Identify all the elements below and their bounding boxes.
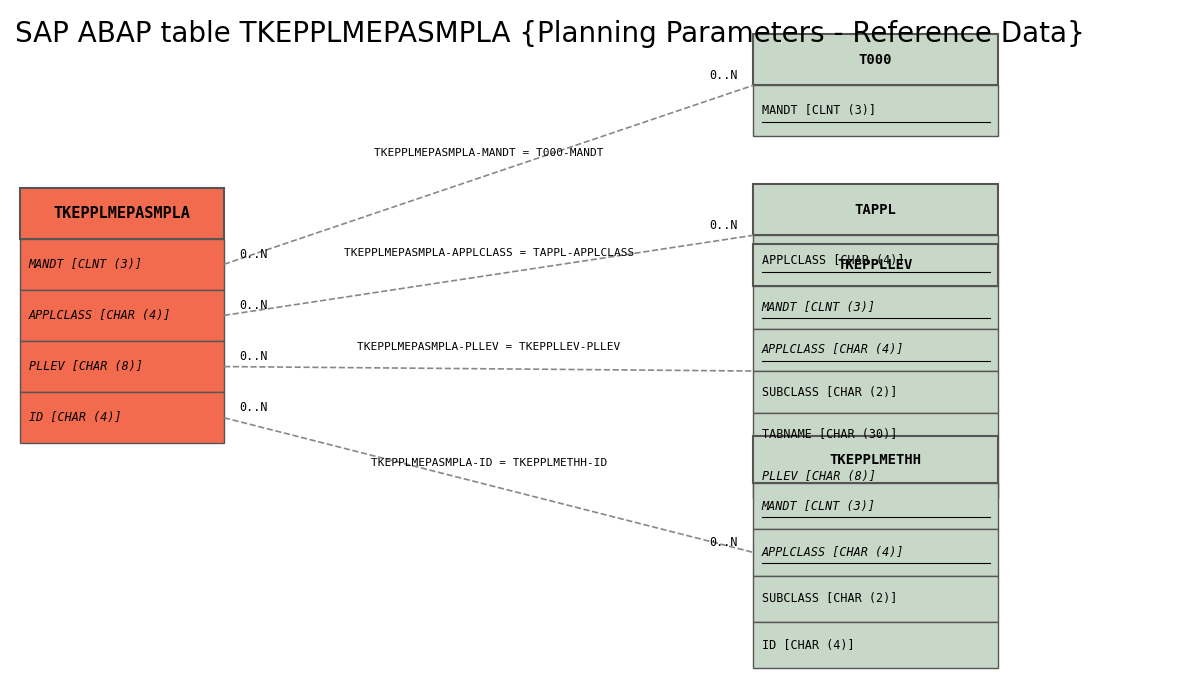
FancyBboxPatch shape (753, 85, 998, 136)
FancyBboxPatch shape (753, 286, 998, 329)
Text: 0..N: 0..N (239, 350, 268, 363)
Text: TKEPPLMEPASMPLA-PLLEV = TKEPPLLEV-PLLEV: TKEPPLMEPASMPLA-PLLEV = TKEPPLLEV-PLLEV (358, 342, 620, 352)
Text: 0..N: 0..N (239, 299, 268, 312)
Text: ID [CHAR (4)]: ID [CHAR (4)] (28, 411, 121, 424)
FancyBboxPatch shape (20, 341, 224, 392)
Text: TKEPPLMEPASMPLA: TKEPPLMEPASMPLA (53, 206, 191, 220)
FancyBboxPatch shape (753, 329, 998, 371)
Text: TKEPPLMETHH: TKEPPLMETHH (830, 453, 921, 466)
Text: 0..N: 0..N (709, 536, 738, 549)
Text: MANDT [CLNT (3)]: MANDT [CLNT (3)] (28, 258, 142, 271)
Text: SAP ABAP table TKEPPLMEPASMPLA {Planning Parameters - Reference Data}: SAP ABAP table TKEPPLMEPASMPLA {Planning… (15, 20, 1085, 48)
Text: APPLCLASS [CHAR (4)]: APPLCLASS [CHAR (4)] (761, 546, 905, 559)
Text: SUBCLASS [CHAR (2)]: SUBCLASS [CHAR (2)] (761, 592, 897, 606)
FancyBboxPatch shape (753, 436, 998, 483)
Text: APPLCLASS [CHAR (4)]: APPLCLASS [CHAR (4)] (761, 254, 905, 267)
Text: TKEPPLMEPASMPLA-MANDT = T000-MANDT: TKEPPLMEPASMPLA-MANDT = T000-MANDT (374, 148, 604, 158)
Text: SUBCLASS [CHAR (2)]: SUBCLASS [CHAR (2)] (761, 385, 897, 399)
Text: 0..N: 0..N (709, 219, 738, 232)
Text: APPLCLASS [CHAR (4)]: APPLCLASS [CHAR (4)] (761, 343, 905, 357)
FancyBboxPatch shape (753, 235, 998, 286)
Text: TABNAME [CHAR (30)]: TABNAME [CHAR (30)] (761, 428, 897, 441)
FancyBboxPatch shape (753, 34, 998, 85)
Text: 0..N: 0..N (709, 69, 738, 82)
Text: 0..N: 0..N (239, 248, 268, 261)
FancyBboxPatch shape (753, 622, 998, 668)
Text: TKEPPLLEV: TKEPPLLEV (838, 258, 913, 272)
Text: APPLCLASS [CHAR (4)]: APPLCLASS [CHAR (4)] (28, 309, 170, 322)
Text: TKEPPLMEPASMPLA-ID = TKEPPLMETHH-ID: TKEPPLMEPASMPLA-ID = TKEPPLMETHH-ID (371, 458, 607, 468)
Text: MANDT [CLNT (3)]: MANDT [CLNT (3)] (761, 104, 875, 117)
Text: TAPPL: TAPPL (855, 203, 896, 217)
Text: T000: T000 (858, 53, 893, 67)
Text: TKEPPLMEPASMPLA-APPLCLASS = TAPPL-APPLCLASS: TKEPPLMEPASMPLA-APPLCLASS = TAPPL-APPLCL… (343, 248, 633, 258)
FancyBboxPatch shape (753, 184, 998, 235)
FancyBboxPatch shape (20, 239, 224, 290)
FancyBboxPatch shape (753, 576, 998, 622)
Text: PLLEV [CHAR (8)]: PLLEV [CHAR (8)] (28, 360, 142, 373)
FancyBboxPatch shape (753, 244, 998, 286)
FancyBboxPatch shape (20, 188, 224, 239)
Text: MANDT [CLNT (3)]: MANDT [CLNT (3)] (761, 301, 875, 314)
Text: 0..N: 0..N (239, 401, 268, 414)
FancyBboxPatch shape (20, 392, 224, 443)
FancyBboxPatch shape (753, 371, 998, 413)
Text: MANDT [CLNT (3)]: MANDT [CLNT (3)] (761, 499, 875, 513)
Text: ID [CHAR (4)]: ID [CHAR (4)] (761, 638, 854, 652)
FancyBboxPatch shape (753, 529, 998, 576)
FancyBboxPatch shape (753, 413, 998, 456)
FancyBboxPatch shape (753, 456, 998, 498)
FancyBboxPatch shape (753, 483, 998, 529)
Text: PLLEV [CHAR (8)]: PLLEV [CHAR (8)] (761, 470, 875, 484)
FancyBboxPatch shape (20, 290, 224, 341)
